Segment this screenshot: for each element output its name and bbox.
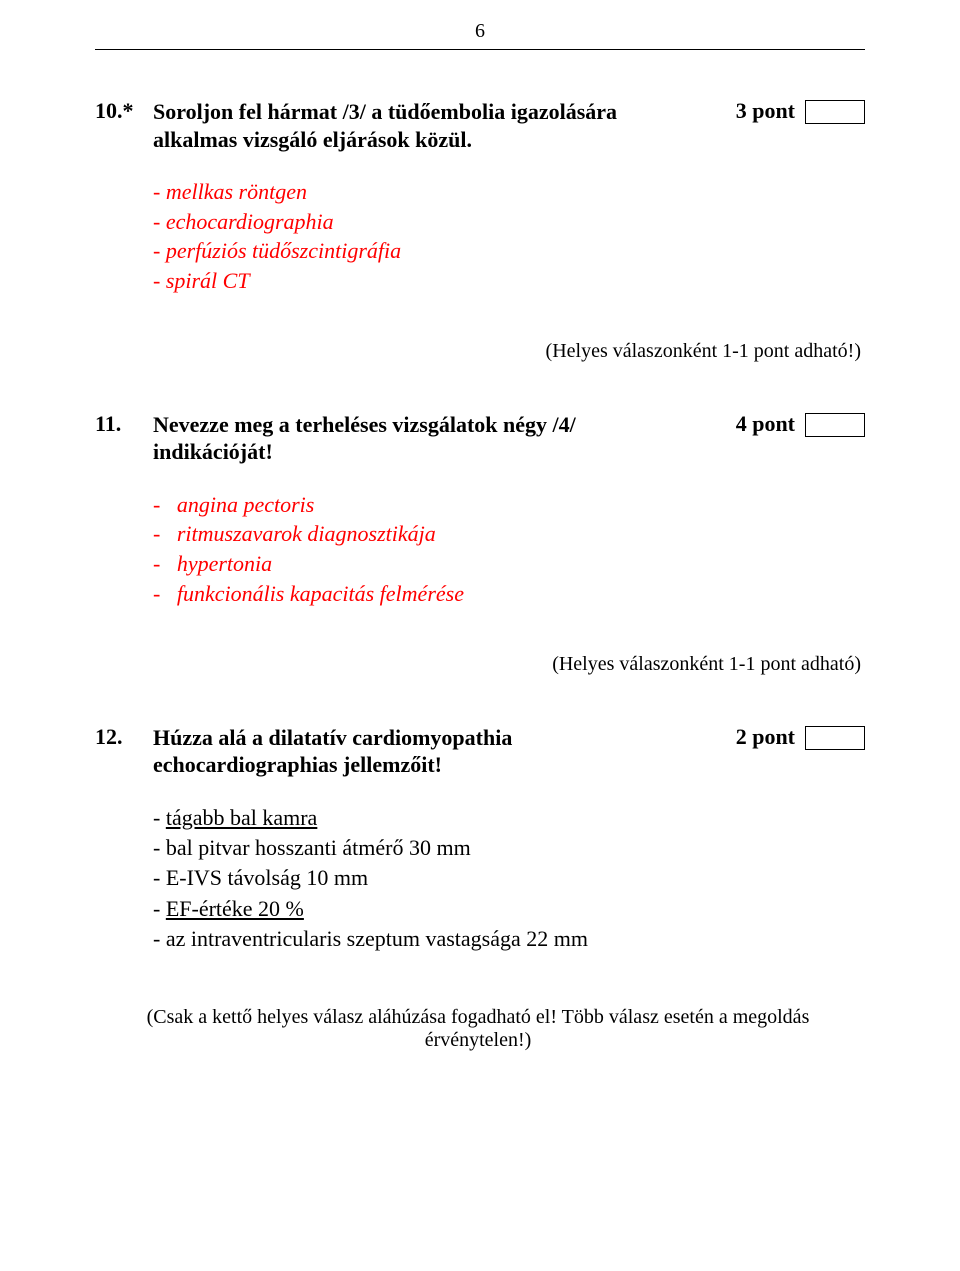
question-12: 12. Húzza alá a dilatatív cardiomyopathi…: [95, 724, 865, 1053]
points-label: 4 pont: [736, 411, 795, 437]
question-number: 10.*: [95, 98, 153, 124]
question-10: 10.* Soroljon fel hármat /3/ a tüdőembol…: [95, 98, 865, 363]
question-row: 10.* Soroljon fel hármat /3/ a tüdőembol…: [95, 98, 865, 153]
question-line-2: echocardiographias jellemzőit!: [153, 752, 442, 777]
answer-text: ritmuszavarok diagnosztikája: [177, 521, 436, 546]
answer-text: az intraventricularis szeptum vastagsága…: [166, 926, 588, 951]
question-row: 11. Nevezze meg a terheléses vizsgálatok…: [95, 411, 865, 466]
answer-item: - tágabb bal kamra: [153, 803, 865, 833]
question-line-1: Nevezze meg a terheléses vizsgálatok nég…: [153, 412, 576, 437]
answer-underlined: EF-értéke 20 %: [166, 896, 304, 921]
question-11: 11. Nevezze meg a terheléses vizsgálatok…: [95, 411, 865, 676]
question-line-1: Soroljon fel hármat /3/ a tüdőembolia ig…: [153, 99, 617, 124]
answers-list: - angina pectoris - ritmuszavarok diagno…: [153, 490, 865, 609]
points-box: [805, 100, 865, 124]
page-number: 6: [95, 20, 865, 45]
answer-item: - spirál CT: [153, 266, 865, 296]
answer-underlined: tágabb bal kamra: [166, 805, 318, 830]
answer-item: - EF-értéke 20 %: [153, 894, 865, 924]
answer-item: - mellkas röntgen: [153, 177, 865, 207]
answer-text: E-IVS távolság 10 mm: [166, 865, 368, 890]
answer-text: bal pitvar hosszanti átmérő 30 mm: [166, 835, 471, 860]
points-label: 3 pont: [736, 98, 795, 124]
question-text: Húzza alá a dilatatív cardiomyopathia ec…: [153, 724, 705, 779]
answer-item: - perfúziós tüdőszcintigráfia: [153, 236, 865, 266]
answer-item: - funkcionális kapacitás felmérése: [153, 579, 865, 609]
scoring-note: (Helyes válaszonként 1-1 pont adható): [95, 653, 865, 676]
question-line-1: Húzza alá a dilatatív cardiomyopathia: [153, 725, 512, 750]
header-rule: [95, 49, 865, 50]
question-line-2: indikációját!: [153, 439, 273, 464]
points-box: [805, 726, 865, 750]
question-number: 12.: [95, 724, 153, 750]
exam-page: 6 10.* Soroljon fel hármat /3/ a tüdőemb…: [0, 0, 960, 1271]
answer-item: - echocardiographia: [153, 207, 865, 237]
answer-item: - hypertonia: [153, 549, 865, 579]
question-row: 12. Húzza alá a dilatatív cardiomyopathi…: [95, 724, 865, 779]
question-text: Nevezze meg a terheléses vizsgálatok nég…: [153, 411, 705, 466]
answer-text: angina pectoris: [177, 492, 315, 517]
answer-text: hypertonia: [177, 551, 272, 576]
answer-item: - az intraventricularis szeptum vastagsá…: [153, 924, 865, 954]
question-line-2: alkalmas vizsgáló eljárások közül.: [153, 127, 472, 152]
scoring-note: (Csak a kettő helyes válasz aláhúzása fo…: [95, 1006, 865, 1052]
points-box: [805, 413, 865, 437]
question-number: 11.: [95, 411, 153, 437]
points-label: 2 pont: [736, 724, 795, 750]
points-column: 4 pont: [705, 411, 865, 437]
answer-item: - E-IVS távolság 10 mm: [153, 863, 865, 893]
answer-item: - angina pectoris: [153, 490, 865, 520]
answers-list: - mellkas röntgen - echocardiographia - …: [153, 177, 865, 296]
answer-item: - bal pitvar hosszanti átmérő 30 mm: [153, 833, 865, 863]
answer-text: funkcionális kapacitás felmérése: [177, 581, 464, 606]
answers-list: - tágabb bal kamra - bal pitvar hosszant…: [153, 803, 865, 955]
scoring-note: (Helyes válaszonként 1-1 pont adható!): [95, 340, 865, 363]
points-column: 2 pont: [705, 724, 865, 750]
answer-item: - ritmuszavarok diagnosztikája: [153, 519, 865, 549]
question-text: Soroljon fel hármat /3/ a tüdőembolia ig…: [153, 98, 705, 153]
points-column: 3 pont: [705, 98, 865, 124]
